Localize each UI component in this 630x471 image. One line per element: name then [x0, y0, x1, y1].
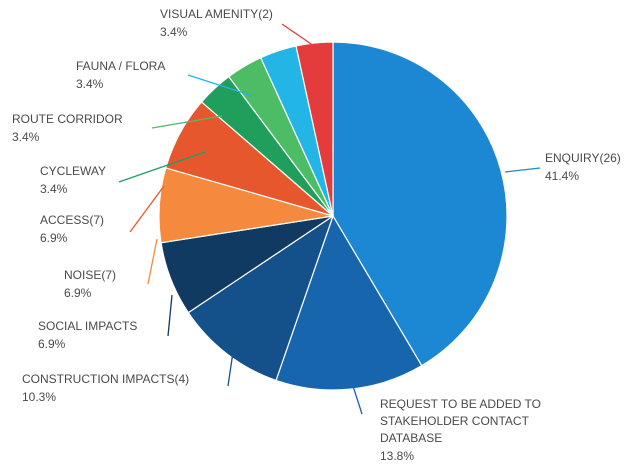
slice-label-9: VISUAL AMENITY(2) 3.4%: [160, 7, 273, 39]
slice-label-name: SOCIAL IMPACTS: [38, 319, 137, 333]
slice-label-name: NOISE(7): [64, 268, 116, 282]
slice-label-name: REQUEST TO BE ADDED TO: [380, 397, 541, 411]
slice-label-name: ENQUIRY(26): [545, 151, 621, 165]
slice-label-name: FAUNA / FLORA: [76, 59, 165, 73]
slice-label-name: CYCLEWAY: [40, 164, 106, 178]
slice-label-6: CYCLEWAY 3.4%: [40, 164, 106, 196]
pie-slice-2: [187, 214, 335, 382]
slice-label-7: ROUTE CORRIDOR 3.4%: [12, 112, 123, 144]
slice-label-3: SOCIAL IMPACTS 6.9%: [38, 319, 137, 351]
slice-label-5: ACCESS(7) 6.9%: [40, 213, 104, 245]
leader-line-3: [167, 294, 173, 337]
pie-slice-1: [275, 214, 423, 391]
slice-label-name: CONSTRUCTION IMPACTS(4): [22, 372, 189, 386]
slice-label-1: REQUEST TO BE ADDED TO STAKEHOLDER CONTAC…: [380, 397, 541, 463]
slice-label-8: FAUNA / FLORA 3.4%: [76, 59, 165, 91]
slice-label-percent: 6.9%: [38, 337, 66, 351]
leader-line-7: [151, 115, 223, 129]
leader-line-9: [281, 23, 315, 47]
slice-label-percent: 6.9%: [40, 231, 68, 245]
slice-label-percent: 3.4%: [160, 25, 188, 39]
slice-label-name: ROUTE CORRIDOR: [12, 112, 123, 126]
slice-label-percent: 6.9%: [64, 286, 92, 300]
pie-slice-9: [295, 41, 334, 217]
leader-line-4: [147, 238, 158, 285]
slice-label-name: ACCESS(7): [40, 213, 104, 227]
pie-slice-0: [332, 41, 508, 367]
slice-label-percent: 13.8%: [380, 449, 414, 463]
leader-line-5: [129, 185, 165, 233]
slice-label-4: NOISE(7) 6.9%: [64, 268, 116, 300]
pie-slices: [158, 41, 508, 391]
leader-line-6: [118, 151, 206, 183]
slice-labels: ENQUIRY(26) 41.4% REQUEST TO BE ADDED TO ST…: [12, 7, 621, 463]
slice-label-name: STAKEHOLDER CONTACT: [380, 414, 530, 428]
slice-label-0: ENQUIRY(26) 41.4%: [545, 151, 621, 183]
leader-line-8: [187, 74, 254, 97]
slice-label-name: VISUAL AMENITY(2): [160, 7, 273, 21]
slice-label-percent: 10.3%: [22, 390, 56, 404]
leader-line-0: [504, 167, 541, 173]
slice-label-2: CONSTRUCTION IMPACTS(4) 10.3%: [22, 372, 189, 404]
slice-label-percent: 3.4%: [76, 77, 104, 91]
leader-lines: [118, 23, 541, 415]
leader-line-1: [351, 382, 363, 415]
slice-label-percent: 3.4%: [40, 182, 68, 196]
slice-label-name: DATABASE: [380, 431, 442, 445]
slice-label-percent: 41.4%: [545, 169, 579, 183]
leader-line-2: [227, 351, 234, 387]
slice-label-percent: 3.4%: [12, 130, 40, 144]
